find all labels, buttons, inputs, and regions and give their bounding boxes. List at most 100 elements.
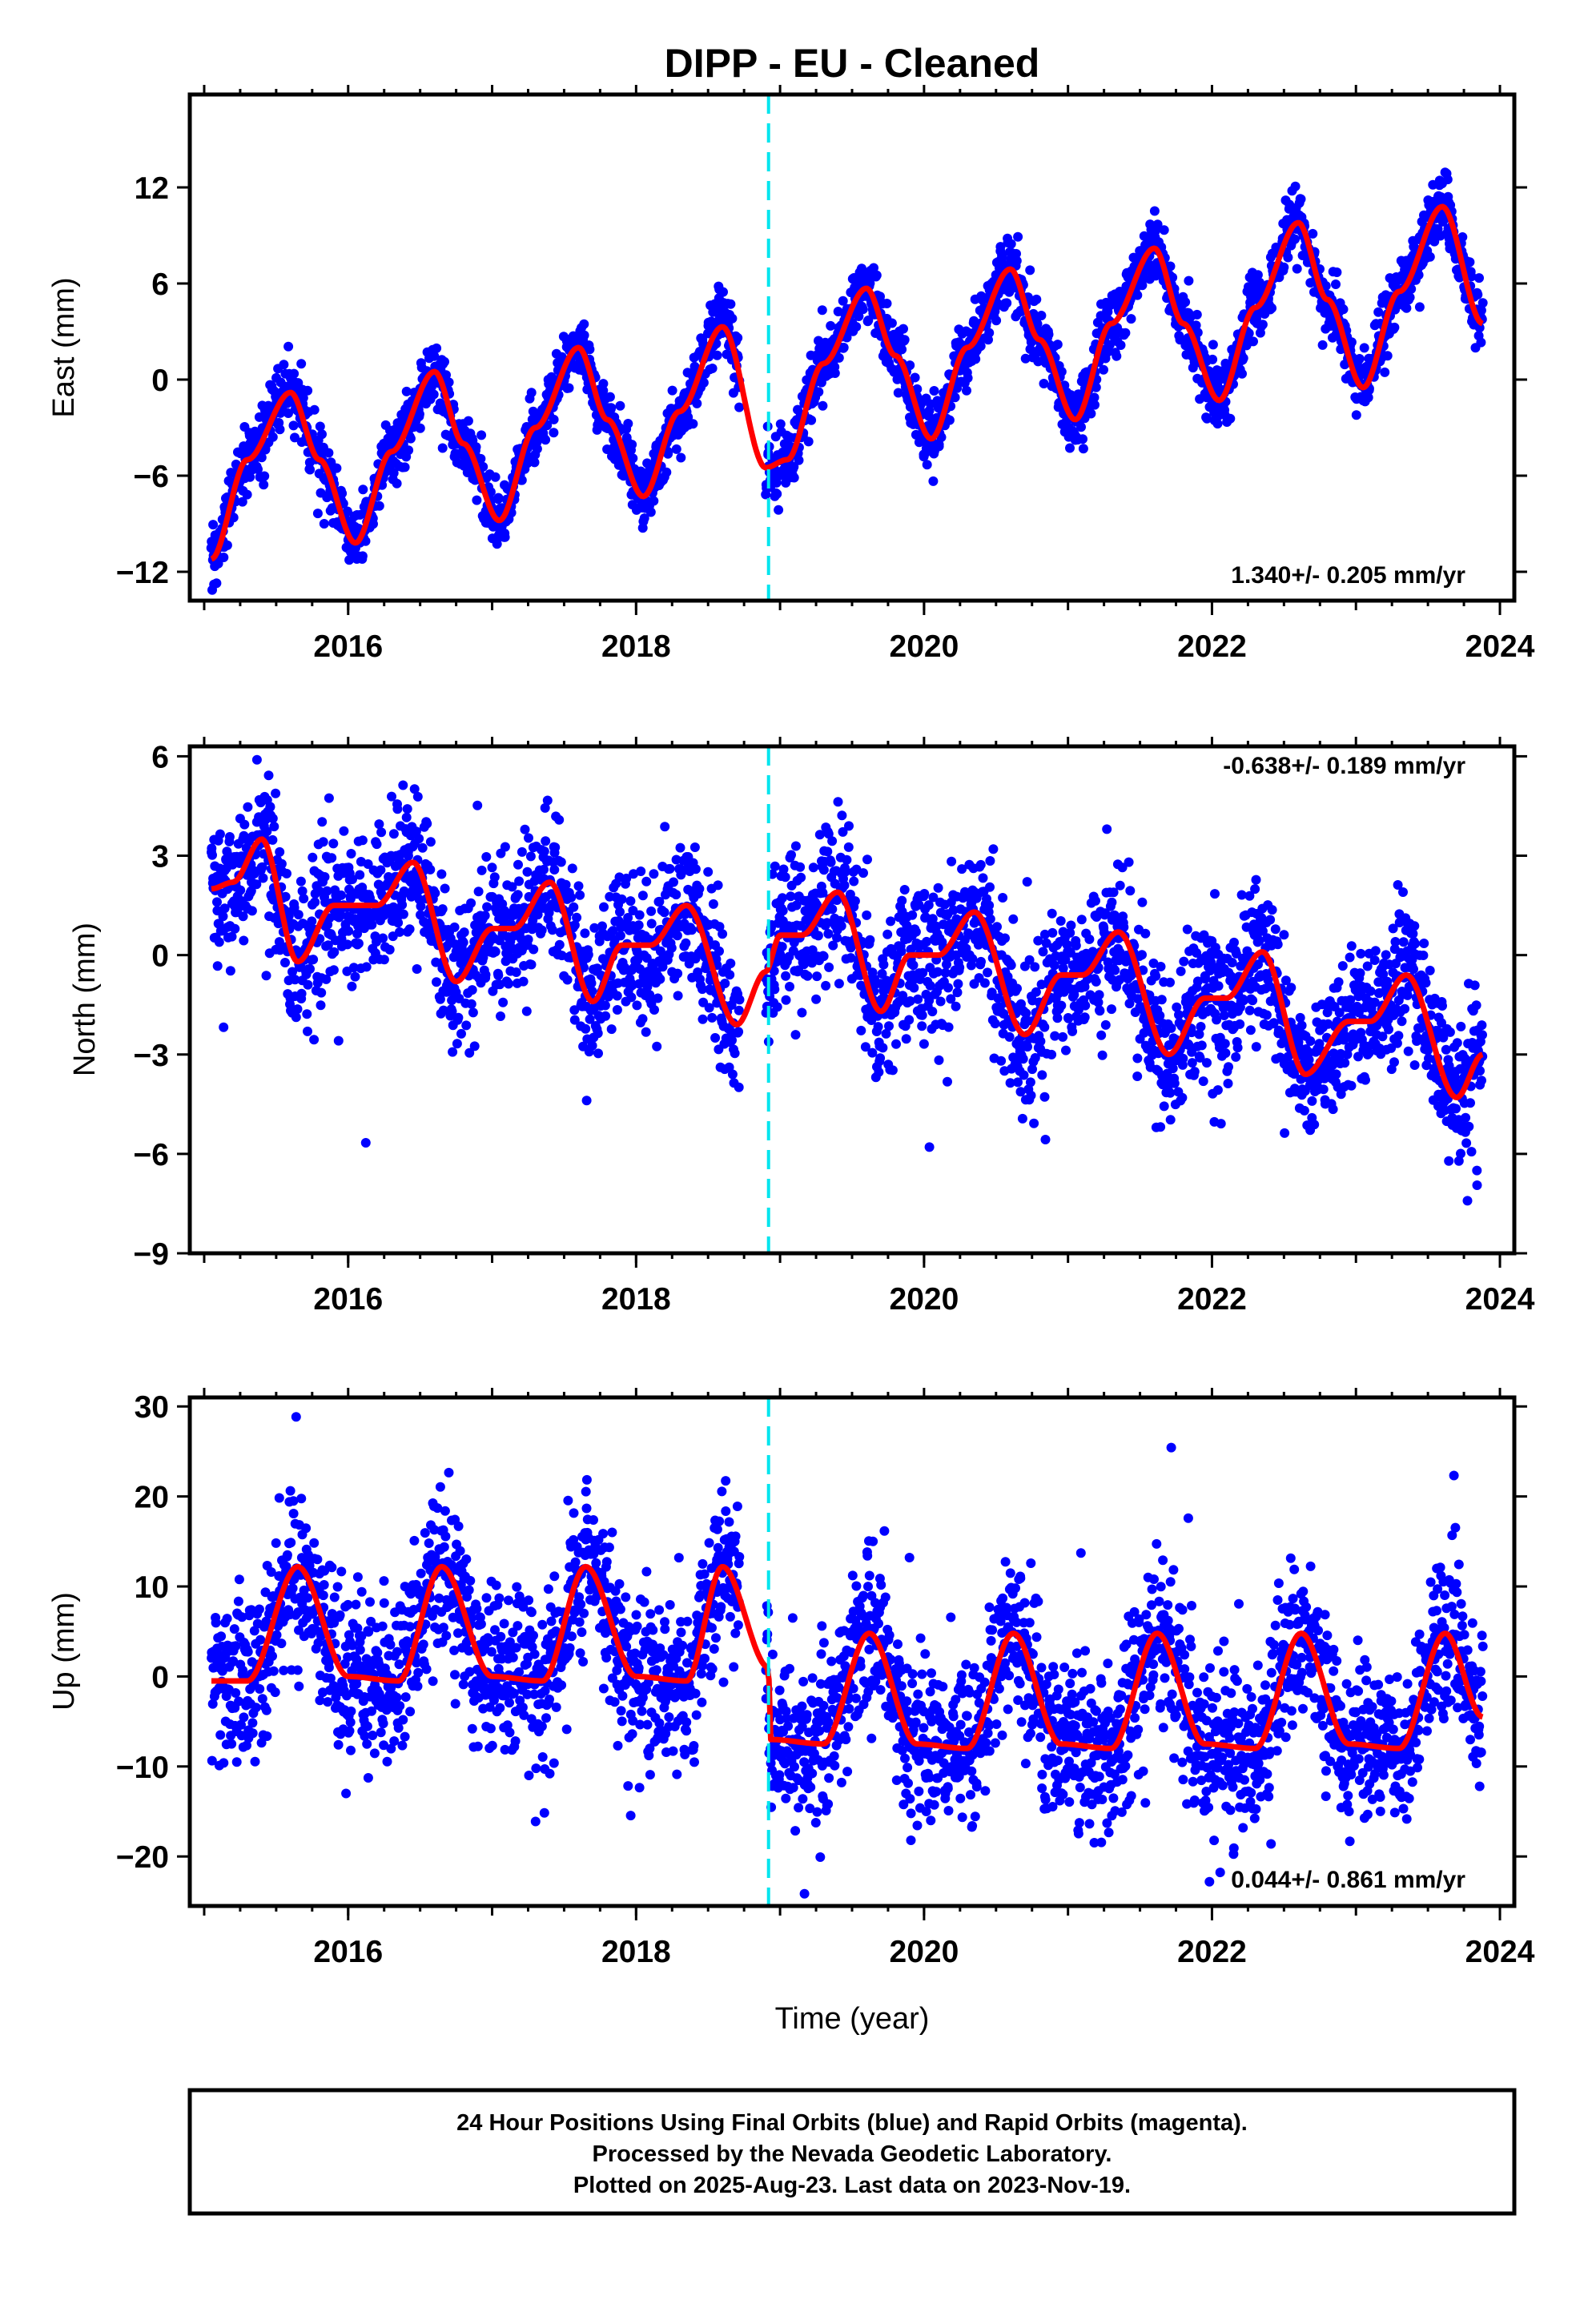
north-data-point	[1055, 916, 1066, 926]
east-data-point	[806, 415, 817, 425]
north-data-point	[481, 852, 492, 862]
north-data-point	[842, 854, 852, 865]
north-data-point	[379, 955, 389, 965]
north-data-point	[790, 1030, 801, 1040]
north-data-point	[1018, 1054, 1028, 1064]
east-data-point	[623, 419, 633, 428]
north-data-point	[310, 897, 320, 907]
east-data-point	[368, 519, 378, 529]
north-data-point	[967, 954, 978, 964]
north-data-point	[599, 902, 609, 912]
east-data-point	[803, 436, 814, 447]
north-data-point	[513, 859, 523, 870]
east-data-point	[283, 408, 293, 418]
north-data-point	[823, 929, 834, 939]
north-data-point	[224, 832, 235, 842]
north-data-point	[875, 1053, 886, 1063]
east-y-tick-label: −6	[134, 460, 169, 494]
east-rate-label: 1.340+/- 0.205 mm/yr	[1231, 562, 1465, 589]
north-data-point	[329, 947, 340, 957]
east-data-point	[549, 414, 559, 424]
north-data-point	[282, 868, 291, 879]
north-data-point	[708, 899, 718, 909]
north-data-point	[839, 880, 850, 891]
north-data-point	[690, 864, 701, 875]
north-data-point	[392, 804, 403, 814]
north-data-point	[480, 911, 490, 921]
north-data-point	[646, 906, 657, 916]
east-data-point	[794, 455, 804, 465]
north-data-point	[384, 944, 395, 955]
north-data-point	[1023, 1042, 1032, 1052]
north-data-point	[904, 1015, 915, 1025]
east-data-point	[928, 476, 939, 486]
east-data-point	[1473, 289, 1483, 300]
north-data-point	[1038, 947, 1048, 957]
north-data-point	[466, 999, 476, 1009]
east-data-point	[1389, 322, 1400, 332]
east-data-point	[298, 392, 308, 403]
east-data-point	[289, 368, 300, 379]
north-data-point	[913, 994, 923, 1004]
north-data-point	[811, 994, 822, 1004]
east-x-tick-label: 2022	[1177, 629, 1247, 664]
north-data-point	[887, 1065, 898, 1076]
north-data-point	[309, 1035, 320, 1045]
east-data-point	[606, 403, 617, 413]
north-data-point	[615, 931, 625, 941]
north-data-point	[975, 859, 986, 870]
north-data-point	[796, 872, 806, 883]
north-data-point	[601, 1011, 611, 1021]
north-data-point	[697, 1014, 708, 1024]
north-data-point	[452, 1039, 462, 1049]
north-data-point	[917, 1010, 927, 1020]
east-data-point	[437, 443, 448, 453]
east-data-point	[628, 453, 638, 464]
east-data-point	[971, 354, 981, 364]
east-data-point	[374, 501, 384, 511]
north-data-point	[514, 876, 525, 887]
north-data-point	[562, 975, 573, 985]
north-data-point	[336, 890, 346, 900]
north-data-point	[539, 846, 549, 856]
north-data-point	[346, 849, 356, 858]
north-data-point	[1039, 1092, 1050, 1102]
east-data-point	[598, 379, 609, 389]
north-data-point	[626, 992, 637, 1003]
north-data-point	[308, 852, 318, 862]
east-data-point	[1465, 257, 1475, 267]
north-data-point	[659, 907, 669, 918]
north-data-point	[878, 959, 889, 970]
north-data-point	[985, 882, 995, 892]
north-data-point	[215, 829, 225, 839]
north-data-point	[549, 865, 560, 875]
north-data-point	[414, 834, 424, 844]
north-data-point	[786, 850, 796, 860]
north-data-point	[824, 962, 834, 972]
north-data-point	[1022, 877, 1032, 887]
north-data-point	[919, 889, 930, 899]
north-data-point	[1019, 1070, 1029, 1080]
east-data-point	[1405, 292, 1415, 303]
east-data-point	[279, 360, 289, 370]
north-data-point	[496, 1011, 505, 1021]
north-data-point	[725, 970, 735, 980]
north-data-point	[886, 916, 896, 927]
east-data-point	[259, 471, 270, 481]
north-data-point	[1000, 933, 1010, 943]
north-data-point	[504, 979, 513, 989]
north-data-point	[556, 857, 566, 867]
north-data-point	[453, 1012, 464, 1023]
east-data-point	[388, 468, 399, 478]
east-data-point	[288, 420, 299, 431]
north-data-point	[780, 872, 790, 883]
east-data-point	[1065, 443, 1075, 453]
east-data-point	[1401, 303, 1412, 313]
north-data-point	[303, 979, 313, 990]
north-data-point	[554, 939, 565, 950]
north-data-point	[487, 862, 497, 873]
east-data-point	[211, 578, 222, 589]
east-data-point	[256, 452, 267, 463]
north-data-point	[772, 1002, 782, 1012]
